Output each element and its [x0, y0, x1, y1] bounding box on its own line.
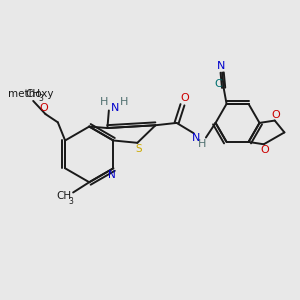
Text: H: H	[120, 97, 128, 107]
Text: CH: CH	[57, 191, 72, 201]
Text: N: N	[192, 134, 201, 143]
Text: O: O	[260, 145, 269, 155]
Text: 3: 3	[38, 94, 43, 103]
Text: methoxy: methoxy	[8, 89, 53, 100]
Text: N: N	[108, 170, 116, 180]
Text: O: O	[40, 103, 48, 113]
Text: O: O	[180, 93, 189, 103]
Text: CH: CH	[26, 88, 41, 99]
Text: 3: 3	[68, 197, 73, 206]
Text: O: O	[271, 110, 280, 120]
Text: C: C	[214, 79, 222, 89]
Text: H: H	[198, 139, 207, 149]
Text: N: N	[217, 61, 225, 71]
Text: S: S	[136, 144, 142, 154]
Text: N: N	[110, 103, 119, 112]
Text: H: H	[100, 97, 109, 107]
